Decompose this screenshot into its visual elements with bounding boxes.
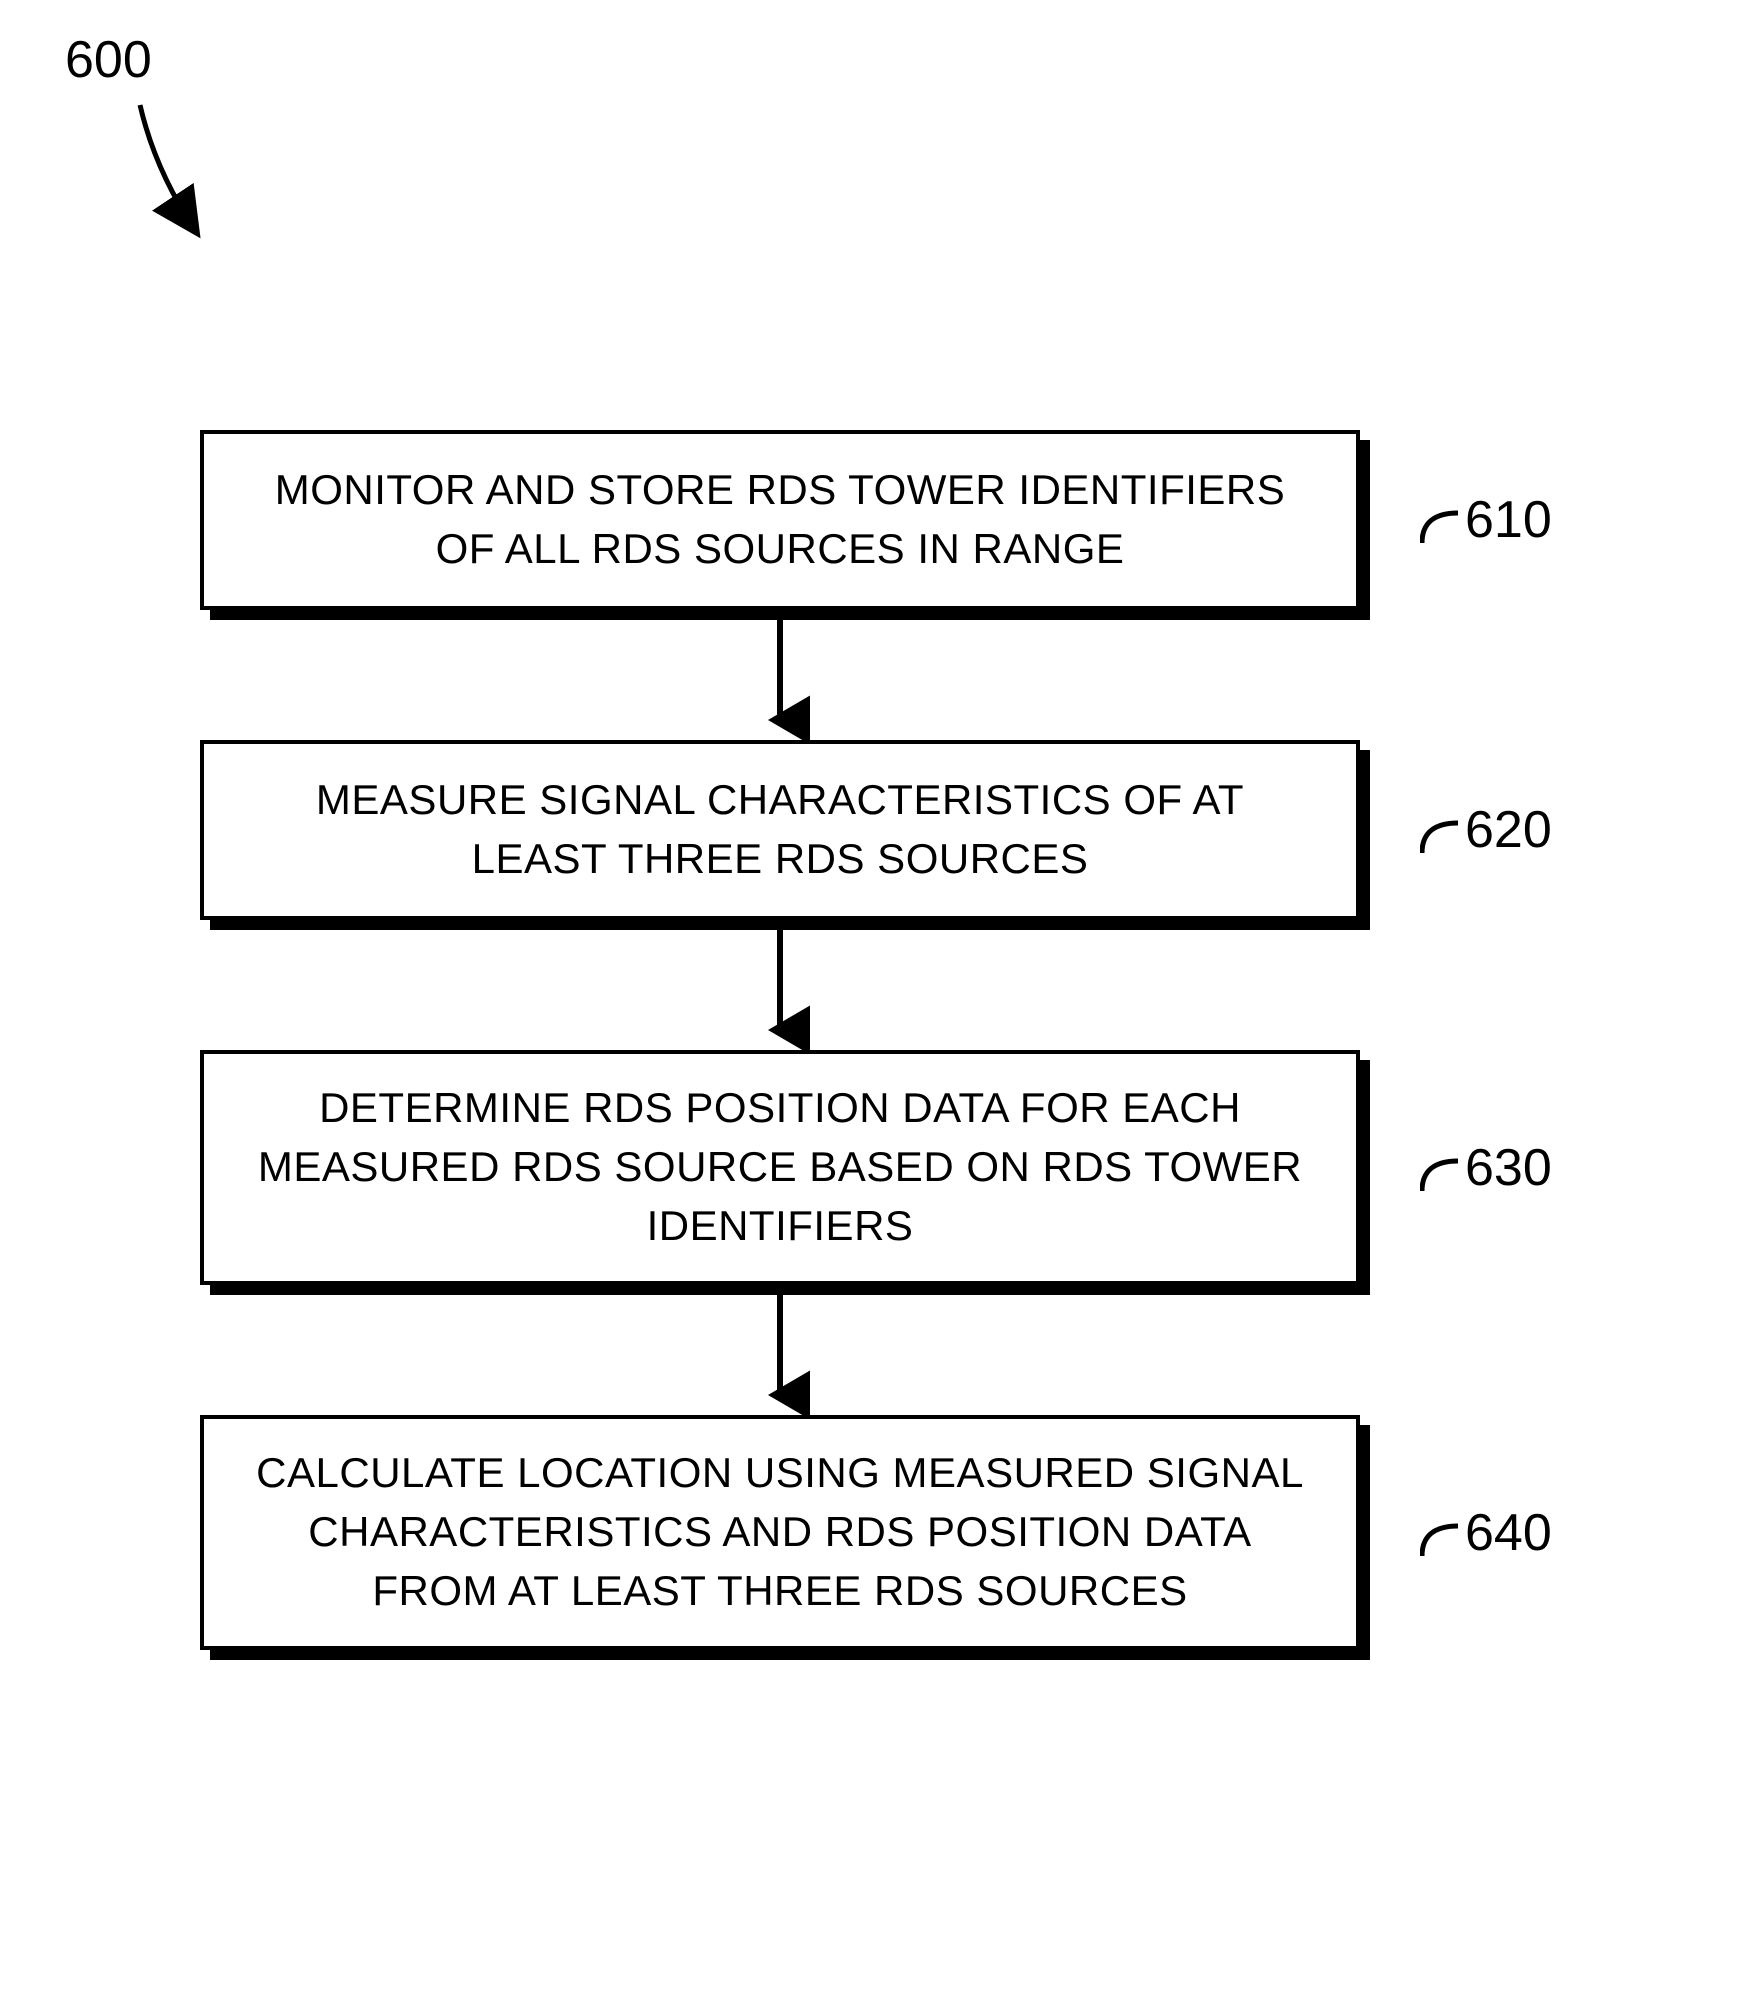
step-610: MONITOR AND STORE RDS TOWER IDENTIFIERS … <box>200 430 1480 610</box>
step-id: 640 <box>1465 1503 1552 1563</box>
step-640: CALCULATE LOCATION USING MEASURED SIGNAL… <box>200 1415 1480 1650</box>
down-arrow-icon <box>750 1285 810 1415</box>
flow-box: DETERMINE RDS POSITION DATA FOR EACH MEA… <box>200 1050 1360 1285</box>
step-label-620: 620 <box>1420 800 1552 860</box>
label-hook-icon <box>1420 805 1460 855</box>
arrow-connector <box>200 1285 1360 1415</box>
reference-arrow <box>100 90 240 260</box>
step-text: MEASURE SIGNAL CHARACTERISTICS OF AT LEA… <box>244 771 1316 889</box>
step-text: DETERMINE RDS POSITION DATA FOR EACH MEA… <box>244 1079 1316 1255</box>
step-id: 610 <box>1465 490 1552 550</box>
flowchart: MONITOR AND STORE RDS TOWER IDENTIFIERS … <box>200 430 1480 1650</box>
flow-box: MONITOR AND STORE RDS TOWER IDENTIFIERS … <box>200 430 1360 610</box>
flow-box: CALCULATE LOCATION USING MEASURED SIGNAL… <box>200 1415 1360 1650</box>
step-label-630: 630 <box>1420 1138 1552 1198</box>
label-hook-icon <box>1420 495 1460 545</box>
down-arrow-icon <box>750 920 810 1050</box>
arrow-connector <box>200 920 1360 1050</box>
flow-box: MEASURE SIGNAL CHARACTERISTICS OF AT LEA… <box>200 740 1360 920</box>
diagram-reference-number: 600 <box>65 30 152 90</box>
step-620: MEASURE SIGNAL CHARACTERISTICS OF AT LEA… <box>200 740 1480 920</box>
down-arrow-icon <box>750 610 810 740</box>
step-label-610: 610 <box>1420 490 1552 550</box>
step-label-640: 640 <box>1420 1503 1552 1563</box>
label-hook-icon <box>1420 1508 1460 1558</box>
step-id: 620 <box>1465 800 1552 860</box>
arrow-connector <box>200 610 1360 740</box>
step-text: CALCULATE LOCATION USING MEASURED SIGNAL… <box>244 1444 1316 1620</box>
step-630: DETERMINE RDS POSITION DATA FOR EACH MEA… <box>200 1050 1480 1285</box>
label-hook-icon <box>1420 1143 1460 1193</box>
step-id: 630 <box>1465 1138 1552 1198</box>
step-text: MONITOR AND STORE RDS TOWER IDENTIFIERS … <box>244 461 1316 579</box>
